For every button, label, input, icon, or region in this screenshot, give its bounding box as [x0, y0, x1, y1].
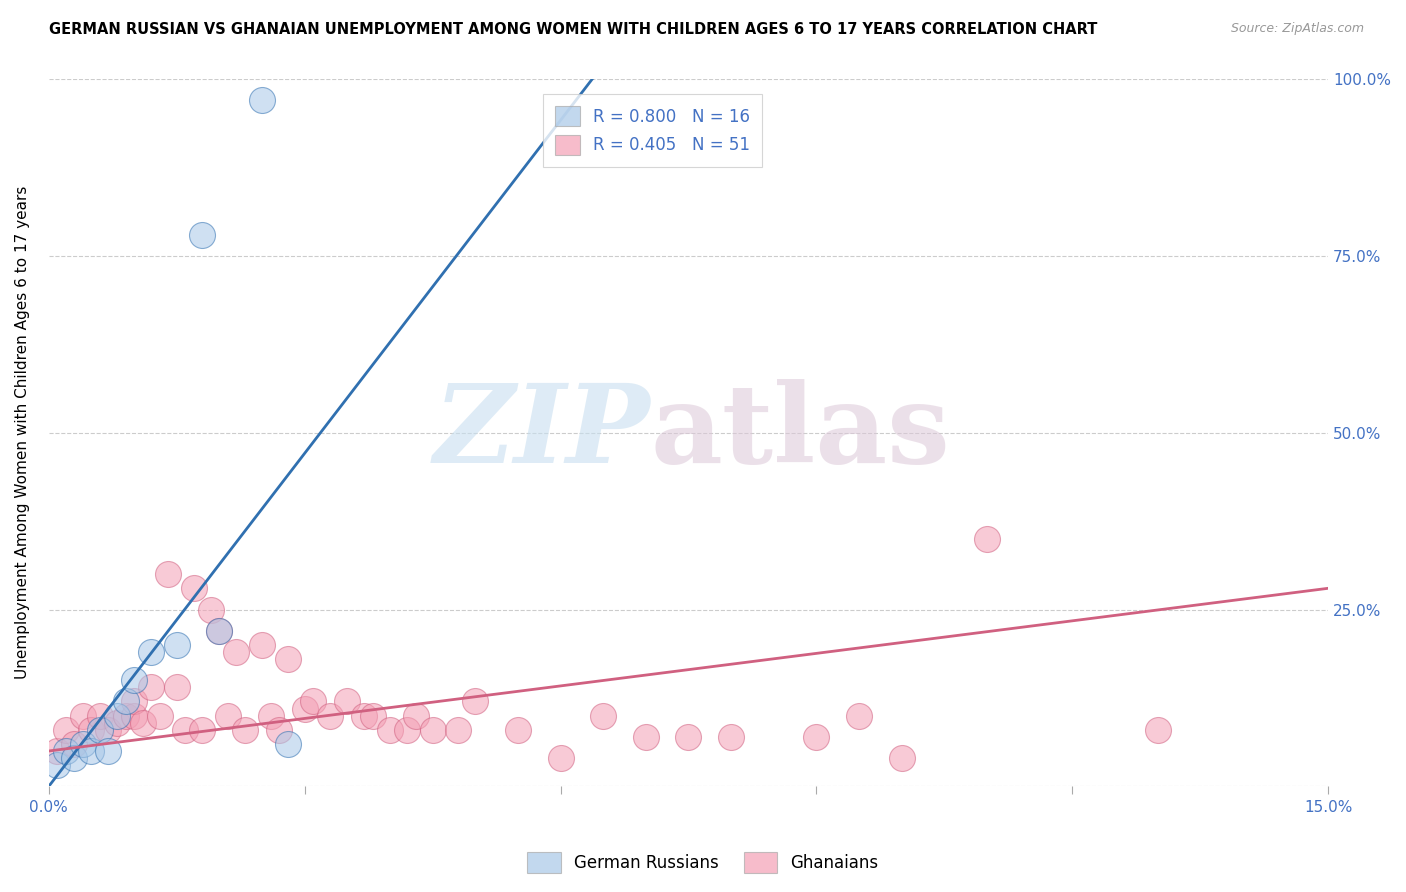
Point [157, 567, 180, 582]
Point [259, 708, 281, 723]
Point [550, 751, 572, 765]
Point [55, 723, 77, 737]
Point [72, 708, 94, 723]
Point [139, 645, 162, 659]
Point [976, 532, 998, 546]
Point [353, 708, 375, 723]
Point [89, 723, 111, 737]
Point [720, 730, 742, 744]
Point [378, 723, 401, 737]
Point [277, 652, 299, 666]
Point [174, 723, 197, 737]
Text: GERMAN RUSSIAN VS GHANAIAN UNEMPLOYMENT AMONG WOMEN WITH CHILDREN AGES 6 TO 17 Y: GERMAN RUSSIAN VS GHANAIAN UNEMPLOYMENT … [49, 22, 1098, 37]
Point [1146, 723, 1168, 737]
Point [122, 694, 145, 708]
Point [250, 638, 273, 652]
Point [361, 708, 384, 723]
Point [183, 582, 205, 596]
Point [46, 758, 69, 772]
Legend: R = 0.800   N = 16, R = 0.405   N = 51: R = 0.800 N = 16, R = 0.405 N = 51 [543, 95, 762, 167]
Point [447, 723, 470, 737]
Point [80, 744, 103, 758]
Point [217, 708, 239, 723]
Point [233, 723, 256, 737]
Point [208, 624, 231, 638]
Point [55, 744, 77, 758]
Point [200, 602, 222, 616]
Point [405, 708, 427, 723]
Point [464, 694, 486, 708]
Point [46, 744, 69, 758]
Point [191, 227, 214, 242]
Point [302, 694, 325, 708]
Point [97, 744, 120, 758]
Point [806, 730, 828, 744]
Point [63, 751, 86, 765]
Point [422, 723, 444, 737]
Point [319, 708, 342, 723]
Text: Source: ZipAtlas.com: Source: ZipAtlas.com [1230, 22, 1364, 36]
Point [277, 737, 299, 751]
Point [634, 730, 657, 744]
Point [250, 93, 273, 107]
Legend: German Russians, Ghanaians: German Russians, Ghanaians [520, 846, 886, 880]
Point [208, 624, 231, 638]
Point [336, 694, 359, 708]
Point [267, 723, 290, 737]
Point [114, 708, 136, 723]
Point [191, 723, 214, 737]
Point [149, 708, 172, 723]
Point [166, 681, 188, 695]
Point [122, 708, 145, 723]
Point [105, 708, 128, 723]
Point [114, 694, 136, 708]
Text: atlas: atlas [650, 379, 950, 486]
Text: ZIP: ZIP [433, 379, 650, 486]
Point [131, 715, 153, 730]
Point [294, 701, 316, 715]
Point [890, 751, 912, 765]
Point [225, 645, 247, 659]
Point [848, 708, 870, 723]
Point [63, 737, 86, 751]
Point [89, 708, 111, 723]
Point [166, 638, 188, 652]
Point [72, 737, 94, 751]
Point [678, 730, 700, 744]
Point [80, 723, 103, 737]
Point [139, 681, 162, 695]
Y-axis label: Unemployment Among Women with Children Ages 6 to 17 years: Unemployment Among Women with Children A… [15, 186, 30, 680]
Point [97, 723, 120, 737]
Point [506, 723, 529, 737]
Point [122, 673, 145, 688]
Point [105, 715, 128, 730]
Point [592, 708, 614, 723]
Point [395, 723, 418, 737]
